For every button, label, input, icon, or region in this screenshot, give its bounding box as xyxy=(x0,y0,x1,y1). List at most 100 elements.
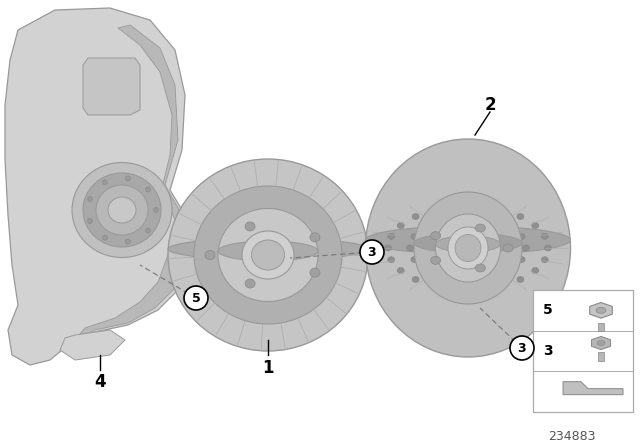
Ellipse shape xyxy=(476,286,483,292)
Ellipse shape xyxy=(365,226,570,254)
Ellipse shape xyxy=(412,214,419,220)
Ellipse shape xyxy=(145,187,150,192)
FancyBboxPatch shape xyxy=(598,323,604,332)
Polygon shape xyxy=(5,8,192,365)
Ellipse shape xyxy=(518,257,525,263)
Ellipse shape xyxy=(431,283,438,289)
Ellipse shape xyxy=(397,223,404,228)
Ellipse shape xyxy=(522,245,529,251)
Ellipse shape xyxy=(453,286,460,292)
Polygon shape xyxy=(589,302,612,318)
Ellipse shape xyxy=(365,139,570,357)
Ellipse shape xyxy=(517,214,524,220)
Ellipse shape xyxy=(102,180,108,185)
FancyBboxPatch shape xyxy=(533,290,633,412)
Ellipse shape xyxy=(168,238,368,260)
Ellipse shape xyxy=(532,223,539,228)
Ellipse shape xyxy=(545,245,552,251)
Ellipse shape xyxy=(218,241,318,261)
Ellipse shape xyxy=(88,197,93,202)
Ellipse shape xyxy=(486,273,493,279)
Ellipse shape xyxy=(125,176,131,181)
Ellipse shape xyxy=(517,276,524,282)
FancyBboxPatch shape xyxy=(598,352,604,361)
Ellipse shape xyxy=(442,217,449,223)
Ellipse shape xyxy=(388,257,395,263)
Ellipse shape xyxy=(431,256,440,264)
Ellipse shape xyxy=(218,208,318,302)
Ellipse shape xyxy=(83,173,161,247)
Ellipse shape xyxy=(518,233,525,240)
Text: 1: 1 xyxy=(262,359,274,377)
Text: 3: 3 xyxy=(368,246,376,258)
Ellipse shape xyxy=(385,245,392,251)
Ellipse shape xyxy=(414,233,522,253)
Ellipse shape xyxy=(424,266,431,272)
Ellipse shape xyxy=(125,239,131,244)
Ellipse shape xyxy=(168,159,368,351)
Ellipse shape xyxy=(541,257,548,263)
Polygon shape xyxy=(591,336,611,349)
Ellipse shape xyxy=(503,244,513,252)
Ellipse shape xyxy=(498,283,505,289)
Text: 3: 3 xyxy=(543,344,552,358)
Ellipse shape xyxy=(476,224,485,232)
Ellipse shape xyxy=(108,197,136,223)
Polygon shape xyxy=(75,25,188,340)
Ellipse shape xyxy=(486,217,493,223)
Ellipse shape xyxy=(412,276,419,282)
Circle shape xyxy=(184,286,208,310)
Ellipse shape xyxy=(252,240,285,270)
Ellipse shape xyxy=(245,279,255,288)
Ellipse shape xyxy=(506,266,513,272)
Ellipse shape xyxy=(88,219,93,224)
Ellipse shape xyxy=(424,224,431,230)
Ellipse shape xyxy=(96,185,148,235)
Ellipse shape xyxy=(310,233,320,242)
Ellipse shape xyxy=(102,235,108,240)
Ellipse shape xyxy=(194,186,342,324)
Ellipse shape xyxy=(448,227,488,269)
Ellipse shape xyxy=(506,224,513,230)
Ellipse shape xyxy=(414,192,522,304)
Ellipse shape xyxy=(431,232,440,240)
Ellipse shape xyxy=(388,233,395,239)
Ellipse shape xyxy=(435,236,500,252)
Ellipse shape xyxy=(242,231,294,279)
Text: 5: 5 xyxy=(543,303,553,317)
Ellipse shape xyxy=(431,207,438,213)
Ellipse shape xyxy=(411,233,418,240)
Ellipse shape xyxy=(476,204,483,210)
Ellipse shape xyxy=(476,264,485,272)
Ellipse shape xyxy=(310,268,320,277)
Ellipse shape xyxy=(597,340,605,345)
Ellipse shape xyxy=(455,234,481,262)
Polygon shape xyxy=(563,382,623,395)
Polygon shape xyxy=(60,330,125,360)
Text: 5: 5 xyxy=(191,292,200,305)
Ellipse shape xyxy=(465,275,472,281)
Polygon shape xyxy=(83,58,140,115)
Ellipse shape xyxy=(411,257,418,263)
Ellipse shape xyxy=(596,307,606,313)
Ellipse shape xyxy=(541,233,548,239)
Circle shape xyxy=(510,336,534,360)
Ellipse shape xyxy=(245,222,255,231)
Ellipse shape xyxy=(72,163,172,258)
Ellipse shape xyxy=(498,207,505,213)
Ellipse shape xyxy=(465,215,472,221)
Text: 4: 4 xyxy=(94,373,106,391)
Ellipse shape xyxy=(145,228,150,233)
Ellipse shape xyxy=(442,273,449,279)
Ellipse shape xyxy=(406,245,413,251)
Text: 2: 2 xyxy=(484,96,496,114)
Ellipse shape xyxy=(435,214,500,282)
Ellipse shape xyxy=(154,207,159,212)
Text: 234883: 234883 xyxy=(548,430,596,443)
Ellipse shape xyxy=(453,204,460,210)
Text: 3: 3 xyxy=(518,341,526,354)
Ellipse shape xyxy=(397,267,404,273)
Ellipse shape xyxy=(532,267,539,273)
Ellipse shape xyxy=(205,250,215,259)
Circle shape xyxy=(360,240,384,264)
